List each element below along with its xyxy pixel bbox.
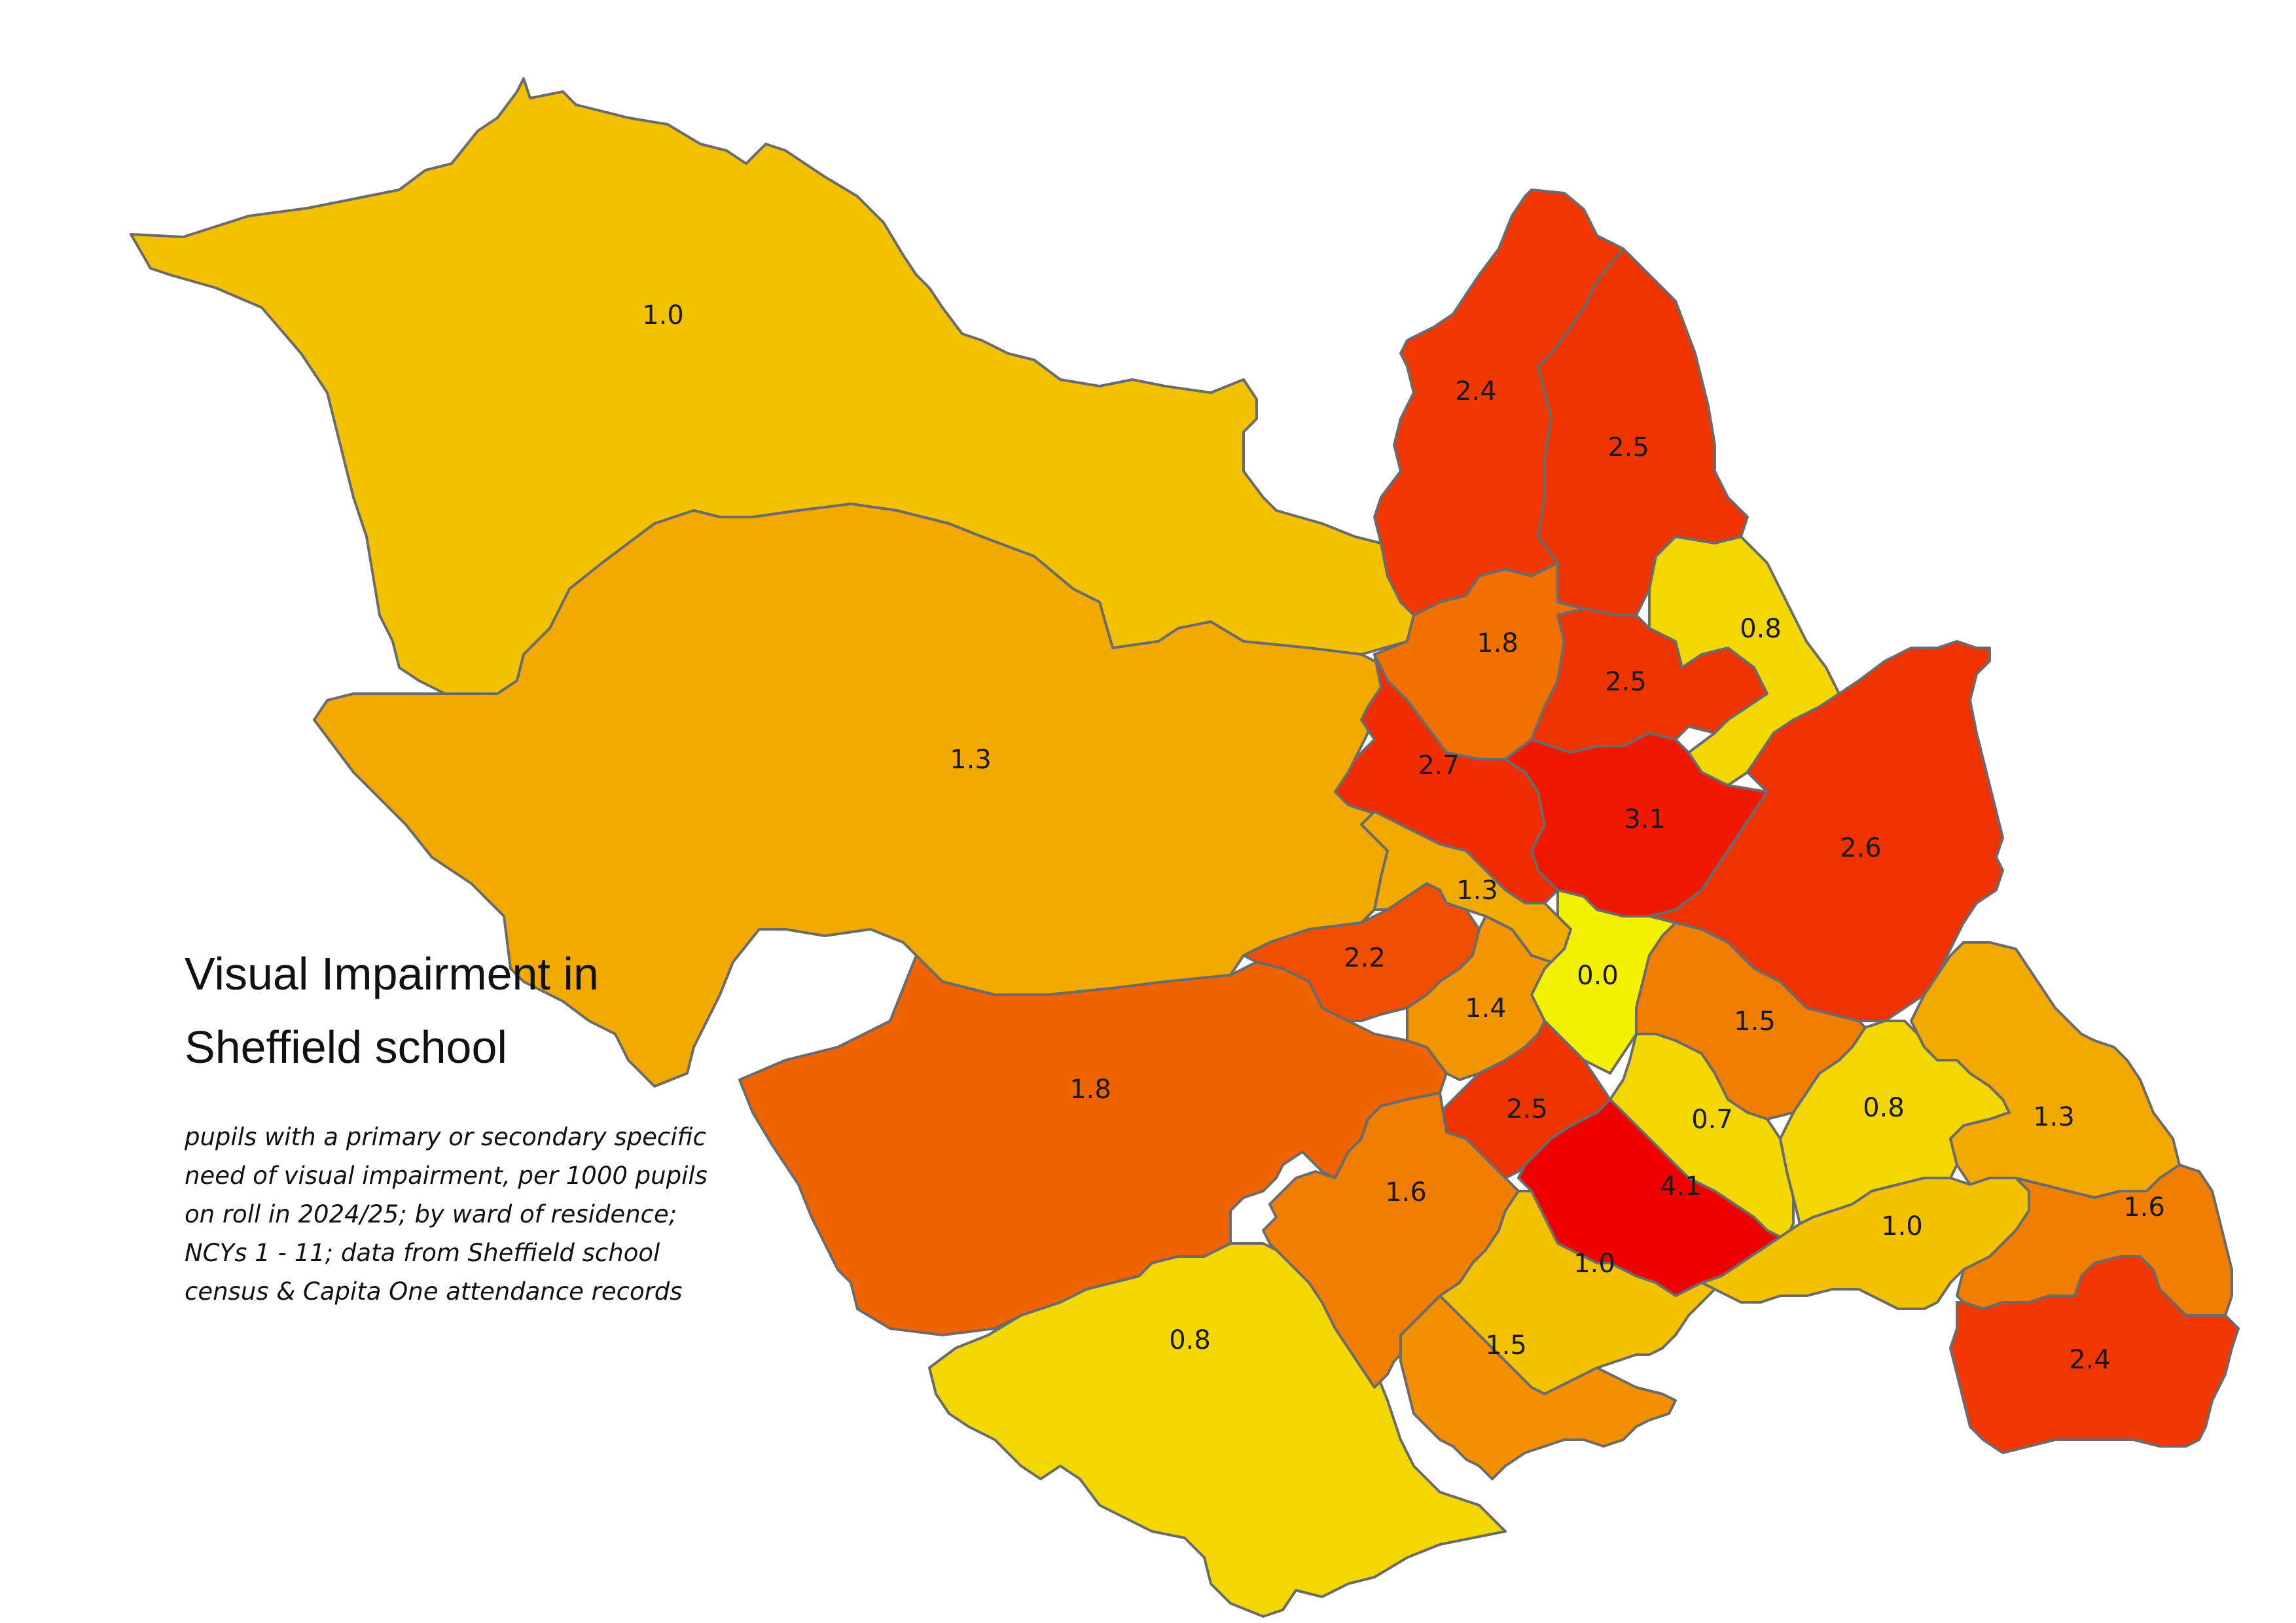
- ward-label-broomhill: 2.2: [1344, 943, 1386, 973]
- subtitle-line-3: on roll in 2024/25; by ward of residence…: [185, 1200, 677, 1228]
- ward-label-stannington: 1.3: [950, 745, 992, 775]
- ward-label-stannington-bradfield: 1.0: [642, 300, 684, 330]
- ward-label-beighton: 1.0: [1881, 1211, 1923, 1241]
- subtitle-line-5: census & Capita One attendance records: [185, 1277, 683, 1306]
- ward-label-hillsborough-north: 1.8: [1477, 628, 1518, 658]
- ward-label-dore-totley: 0.8: [1169, 1325, 1211, 1355]
- ward-graves-park[interactable]: [1399, 1294, 1677, 1480]
- subtitle-line-1: pupils with a primary or secondary speci…: [185, 1123, 706, 1151]
- ward-label-manor-castle: 1.5: [1734, 1007, 1776, 1037]
- ward-label-hackenthorpe: 2.4: [2069, 1345, 2111, 1375]
- subtitle-line-2: need of visual impairment, per 1000 pupi…: [185, 1162, 708, 1190]
- ward-label-east-ecclesfield: 2.5: [1607, 433, 1649, 463]
- map-subtitle: pupils with a primary or secondary speci…: [185, 1118, 708, 1311]
- ward-label-crookes: 1.3: [1456, 876, 1498, 906]
- ward-labels: 1.0 1.3 1.8 0.8 2.4 2.5 1.8 2.5 0.8 2.7 …: [642, 300, 2165, 1375]
- ward-label-ecclesall: 1.6: [1385, 1177, 1427, 1207]
- ward-label-nether-edge-west: 1.4: [1465, 993, 1507, 1024]
- ward-label-beauchief: 1.0: [1573, 1249, 1615, 1279]
- ward-label-west-ecclesall: 1.8: [1069, 1075, 1111, 1105]
- ward-label-woodhouse: 1.3: [2033, 1102, 2075, 1132]
- ward-label-city: 0.0: [1577, 961, 1619, 991]
- ward-label-burngreave: 3.1: [1624, 804, 1666, 834]
- ward-shiregreen[interactable]: [1648, 535, 1840, 787]
- ward-label-park-arbourthorne: 0.7: [1691, 1105, 1733, 1135]
- ward-dore-totley[interactable]: [928, 1242, 1507, 1618]
- ward-hackenthorpe[interactable]: [1949, 1255, 2240, 1454]
- ward-label-richmond: 0.8: [1863, 1093, 1905, 1123]
- ward-label-mosborough: 1.6: [2123, 1192, 2165, 1222]
- ward-label-shiregreen: 0.8: [1740, 614, 1782, 644]
- ward-label-gleadless: 4.1: [1660, 1171, 1702, 1202]
- map-title-block: Visual Impairment in Sheffield school: [185, 937, 774, 1084]
- ward-label-sharrow: 2.5: [1506, 1094, 1548, 1124]
- wards-layer: [130, 77, 2240, 1618]
- ward-west-ecclesall[interactable]: [738, 954, 1448, 1336]
- map-title-line-1: Visual Impairment in: [185, 948, 599, 999]
- ward-nether-edge-west[interactable]: [1406, 915, 1552, 1081]
- ward-beighton[interactable]: [1700, 1177, 2030, 1310]
- ward-label-stocksbridge-east: 2.4: [1455, 376, 1497, 406]
- ward-label-southey: 2.5: [1605, 667, 1647, 697]
- subtitle-line-4: NCYs 1 - 11; data from Sheffield school: [185, 1239, 660, 1267]
- ward-label-graves-park: 1.5: [1485, 1330, 1527, 1361]
- map-title-line-2: Sheffield school: [185, 1022, 507, 1073]
- ward-label-darnall: 2.6: [1840, 833, 1882, 863]
- ward-label-walkley: 2.7: [1418, 751, 1460, 781]
